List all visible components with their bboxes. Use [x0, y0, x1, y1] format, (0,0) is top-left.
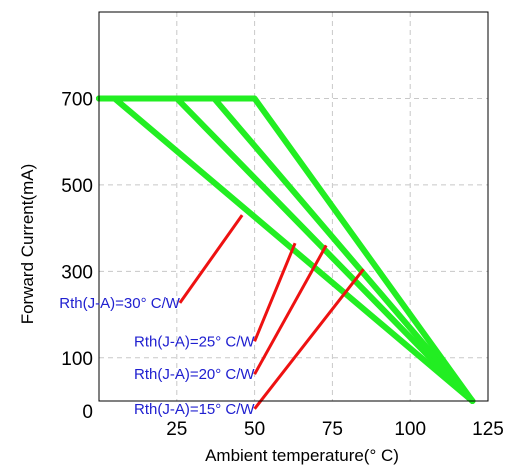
annotation-label-2: Rth(J-A)=20° C/W — [134, 366, 255, 383]
x-tick-label-2: 50 — [244, 419, 265, 440]
x-tick-label-3: 75 — [322, 419, 343, 440]
x-tick-label-5: 125 — [472, 419, 504, 440]
annotation-leader-2 — [255, 245, 327, 374]
annotation-leader-0 — [180, 215, 242, 303]
x-tick-label-0: 0 — [82, 402, 93, 423]
annotation-leader-1 — [255, 243, 295, 341]
y-tick-label-1: 300 — [61, 262, 93, 283]
x-tick-label-1: 25 — [166, 419, 187, 440]
series-group — [99, 98, 472, 401]
y-axis-title: Forward Current(mA) — [18, 164, 37, 325]
x-axis-title: Ambient temperature(° C) — [205, 446, 399, 465]
annotation-label-0: Rth(J-A)=30° C/W — [59, 295, 180, 312]
y-tick-label-0: 100 — [61, 349, 93, 370]
annotation-leader-3 — [255, 269, 364, 409]
y-tick-label-2: 500 — [61, 176, 93, 197]
annotation-label-3: Rth(J-A)=15° C/W — [134, 401, 255, 418]
x-tick-label-4: 100 — [394, 419, 426, 440]
y-tick-label-3: 700 — [61, 89, 93, 110]
annotation-label-1: Rth(J-A)=25° C/W — [134, 333, 255, 350]
